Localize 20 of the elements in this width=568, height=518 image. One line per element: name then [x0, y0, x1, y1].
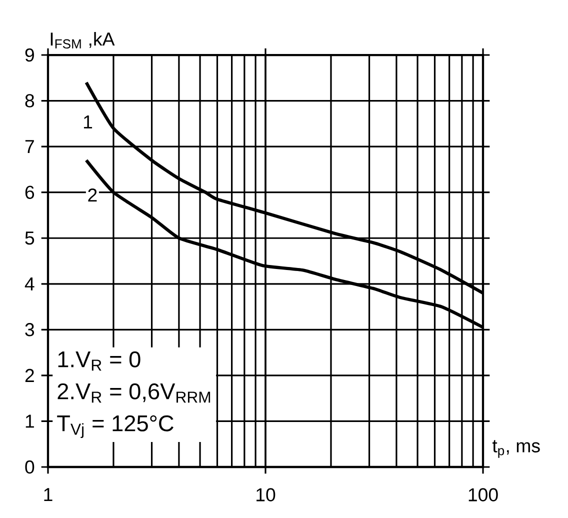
y-axis-title: I$_{FSM}$ ,kA — [50, 32, 115, 49]
annotation: T$_{Vj}$ = 125°C — [57, 415, 174, 438]
y-tick-label: 6 — [25, 186, 34, 199]
y-tick-label: 7 — [25, 140, 34, 153]
x-tick-label: 100 — [468, 488, 498, 502]
y-tick-label: 5 — [25, 232, 34, 245]
x-tick-label: 10 — [256, 488, 276, 502]
y-tick-label: 1 — [26, 414, 34, 428]
x-tick-label: 1 — [44, 488, 52, 501]
x-axis-title: t$_{p}$, ms — [492, 440, 540, 458]
series-label: 1 — [84, 116, 92, 128]
annotation: 2.V$_{R}$ = 0,6V$_{RRM}$ — [58, 383, 210, 403]
y-tick-label: 8 — [25, 94, 34, 108]
y-tick-label: 4 — [24, 277, 34, 290]
annotation: 1.V$_{R}$ = 0 — [58, 351, 140, 371]
y-tick-label: 3 — [25, 323, 34, 336]
y-tick-label: 9 — [25, 48, 34, 62]
y-tick-label: 0 — [25, 460, 34, 474]
y-tick-label: 2 — [25, 368, 34, 382]
series-label: 2 — [88, 188, 97, 202]
